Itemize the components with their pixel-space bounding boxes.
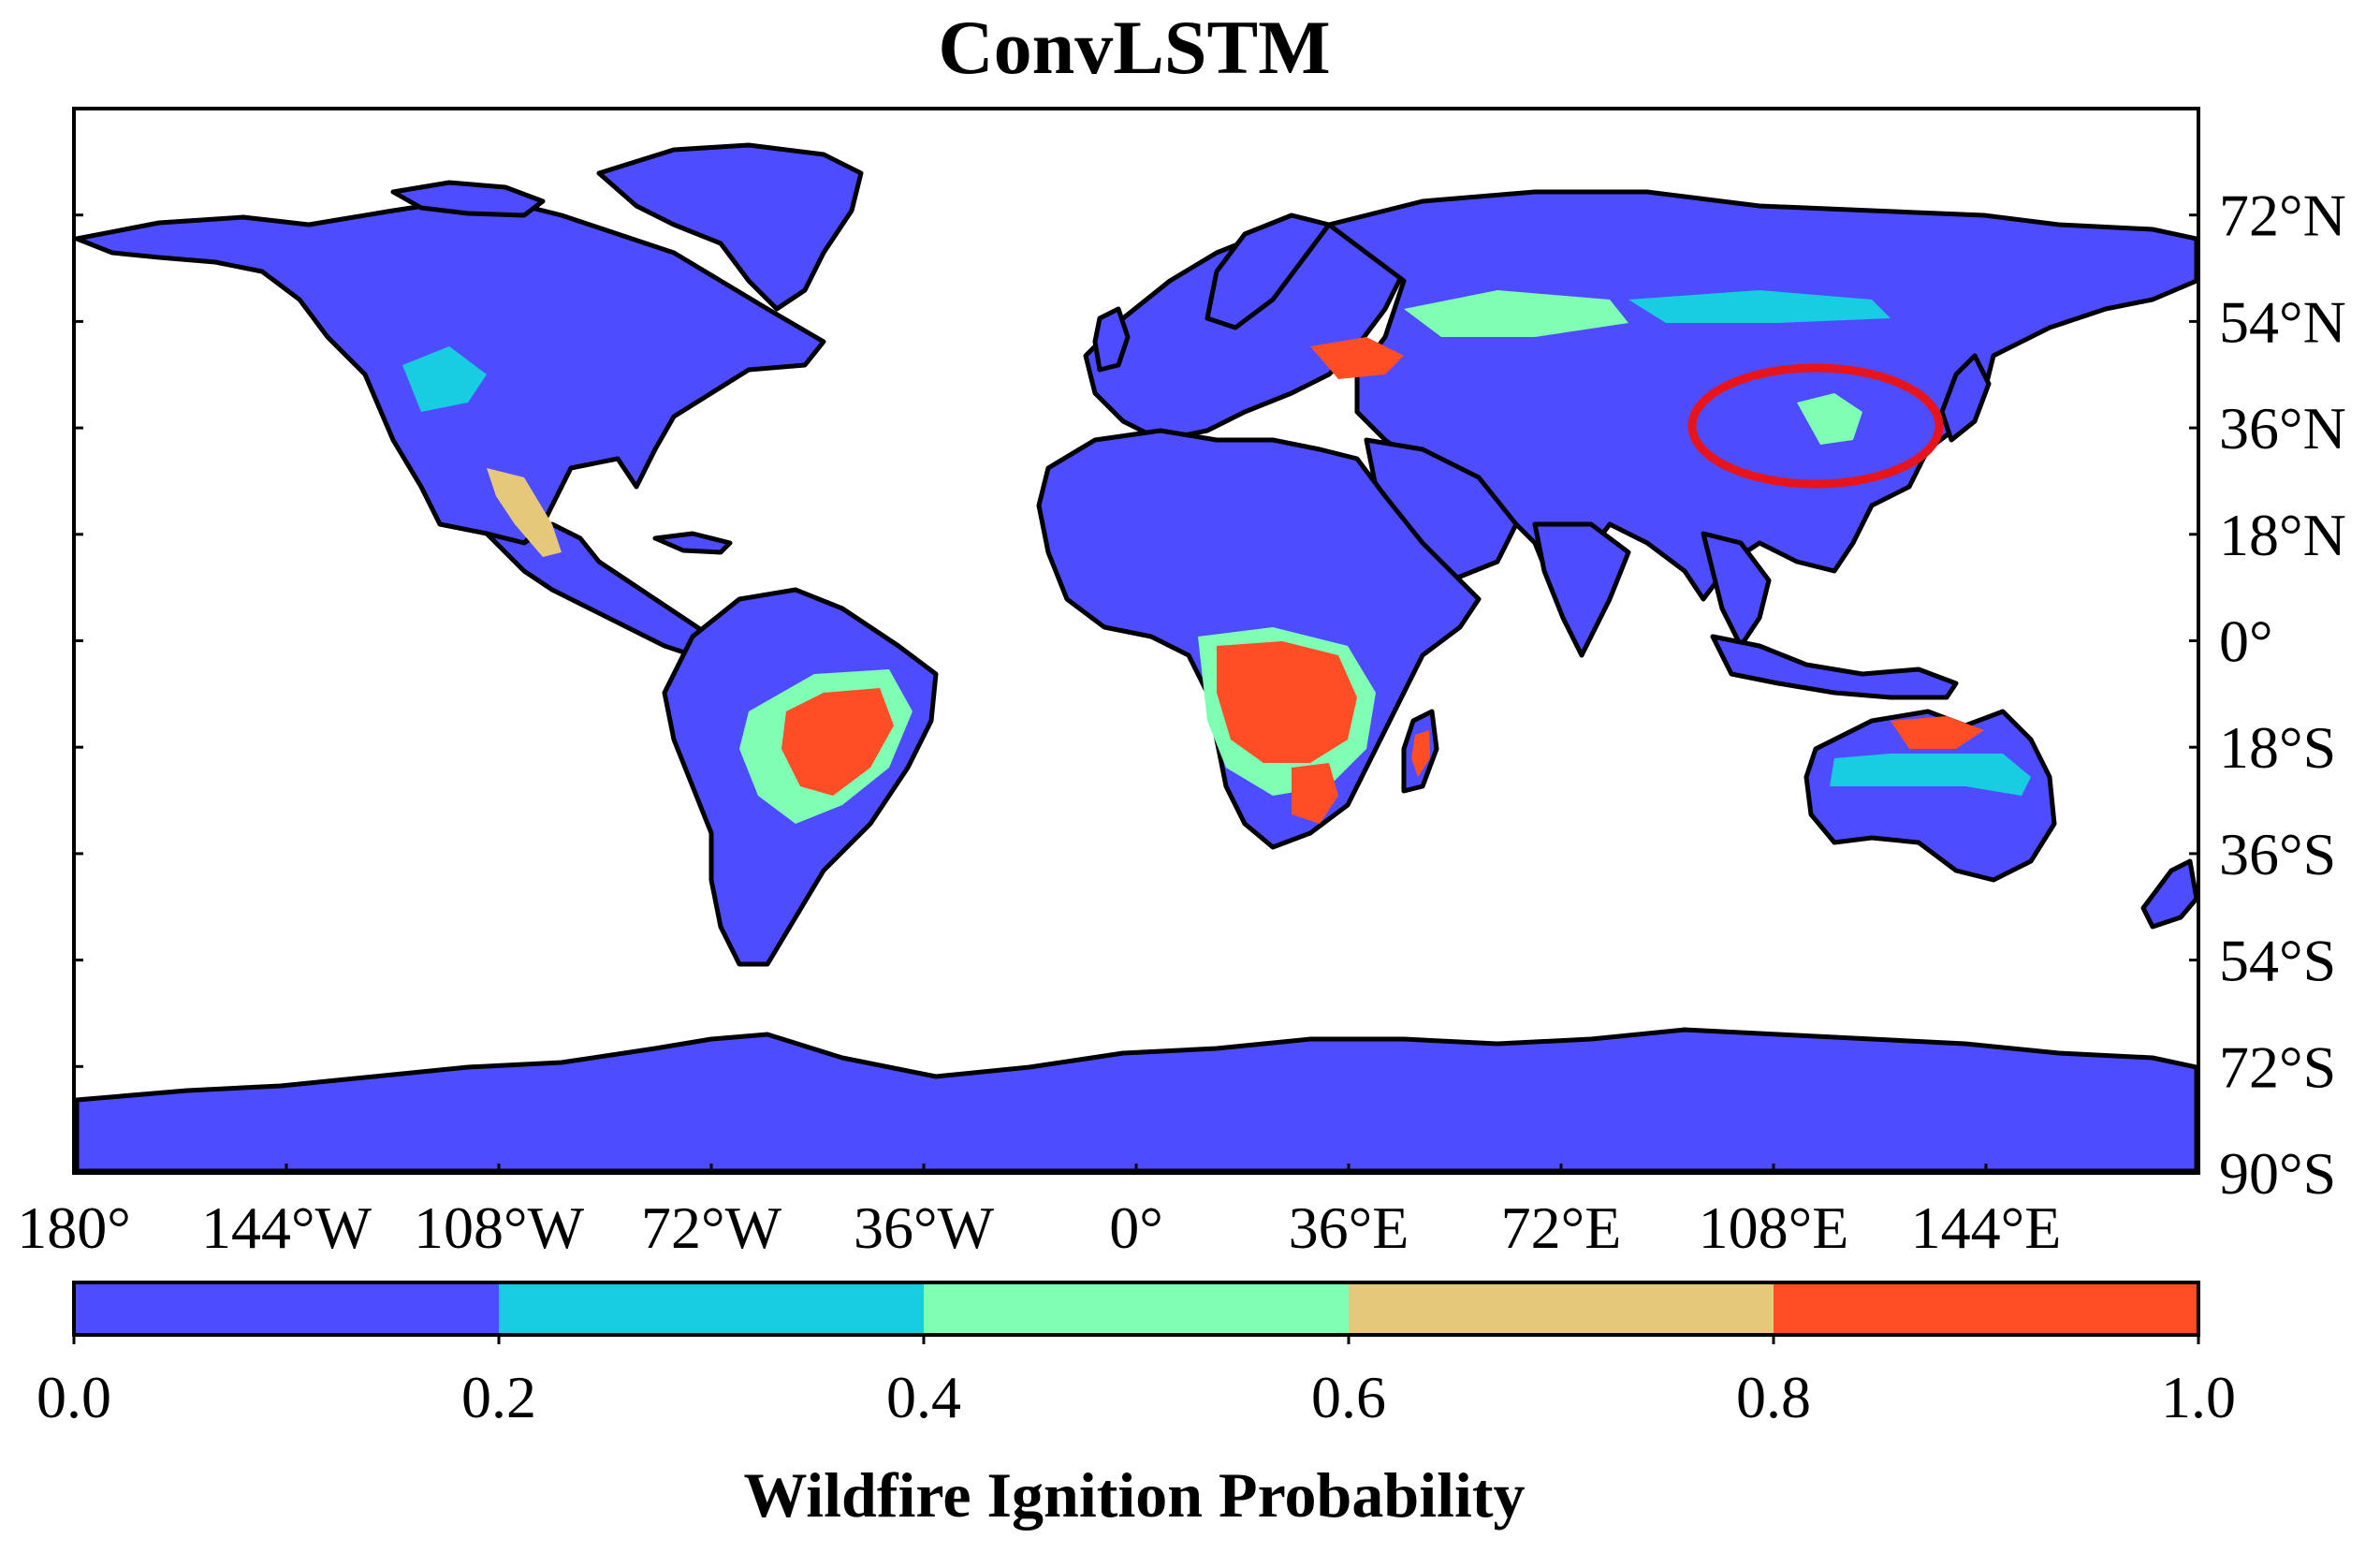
lon-tick-label: 36°W (854, 1194, 995, 1261)
colorbar: 0.0 0.2 0.4 0.6 0.8 1.0 (37, 1281, 2236, 1430)
lon-tick-label: 36°E (1289, 1194, 1409, 1261)
antarctica (76, 1027, 2197, 1171)
arctic-islands (390, 180, 546, 218)
kazakhstan-overlay (1404, 290, 1628, 337)
colorbar-tick-label: 0.4 (886, 1364, 961, 1430)
lon-tick-label: 72°W (641, 1194, 782, 1261)
colorbar-bin (924, 1282, 1349, 1335)
colorbar-tick-label: 0.8 (1736, 1364, 1811, 1430)
colorbar-tick-label: 0.2 (461, 1364, 536, 1430)
longitude-ticks: 180° 144°W 108°W 72°W 36°W 0° 36°E 72°E 108°E 144… (17, 1164, 2061, 1261)
colorbar-bin (1349, 1282, 1774, 1335)
cuba (652, 531, 733, 555)
lon-tick-label: 144°W (201, 1194, 372, 1261)
brazil-overlay-high (781, 688, 894, 796)
colorbar-frame (72, 1281, 2200, 1337)
lat-tick-label: 54°S (2219, 928, 2336, 994)
southeast-asia (1701, 531, 1772, 649)
africa-overlay-high (1217, 641, 1357, 763)
lon-tick-label: 0° (1109, 1194, 1163, 1261)
north-america-overlay (402, 346, 487, 412)
southern-africa-overlay (1292, 763, 1338, 824)
lon-tick-label: 108°E (1699, 1194, 1849, 1261)
japan (1939, 353, 1992, 443)
lat-tick-label: 18°S (2219, 714, 2336, 781)
colorbar-label: Wildfire Ignition Probability (743, 1459, 1525, 1531)
kazakhstan-overlay-cyan (1628, 290, 1891, 323)
world-map (72, 107, 2200, 1175)
greenland (596, 142, 864, 312)
new-zealand (2140, 858, 2197, 930)
lat-tick-label: 36°S (2219, 821, 2336, 887)
map-title: ConvLSTM (938, 5, 1330, 90)
colorbar-tick-label: 1.0 (2161, 1364, 2236, 1430)
colorbar-bin (74, 1282, 499, 1335)
lat-tick-label: 54°N (2219, 288, 2346, 355)
lat-tick-label: 72°S (2219, 1033, 2336, 1100)
lat-tick-label: 90°S (2219, 1140, 2336, 1207)
lat-tick-label: 36°N (2219, 395, 2346, 462)
eastern-europe-overlay (1310, 337, 1404, 379)
australia-overlay-cyan (1830, 754, 2031, 796)
colorbar-bin (1774, 1282, 2198, 1335)
lon-tick-label: 72°E (1501, 1194, 1622, 1261)
india (1532, 521, 1631, 658)
lat-tick-label: 72°N (2219, 183, 2346, 249)
madagascar-overlay (1411, 730, 1430, 777)
probability-overlays (402, 290, 2031, 824)
colorbar-tick-label: 0.0 (37, 1364, 111, 1430)
latitude-ticks: 72°N 54°N 36°N 18°N 0° 18°S 36°S 54°S 72°S 90°S (74, 183, 2346, 1207)
colorbar-tick-label: 0.6 (1311, 1364, 1386, 1430)
lon-tick-label: 144°E (1911, 1194, 2062, 1261)
indonesia (1710, 634, 1959, 700)
lat-tick-label: 0° (2219, 608, 2273, 675)
australia-overlay (1891, 716, 1984, 749)
lon-tick-label: 180° (17, 1194, 131, 1261)
highlight-ellipse (1687, 363, 1944, 489)
colorbar-bin (499, 1282, 924, 1335)
great-britain (1092, 306, 1131, 373)
lat-tick-label: 18°N (2219, 502, 2346, 568)
lon-tick-label: 108°W (414, 1194, 585, 1261)
north-china-overlay (1797, 393, 1862, 445)
mexico-overlay (487, 468, 562, 557)
